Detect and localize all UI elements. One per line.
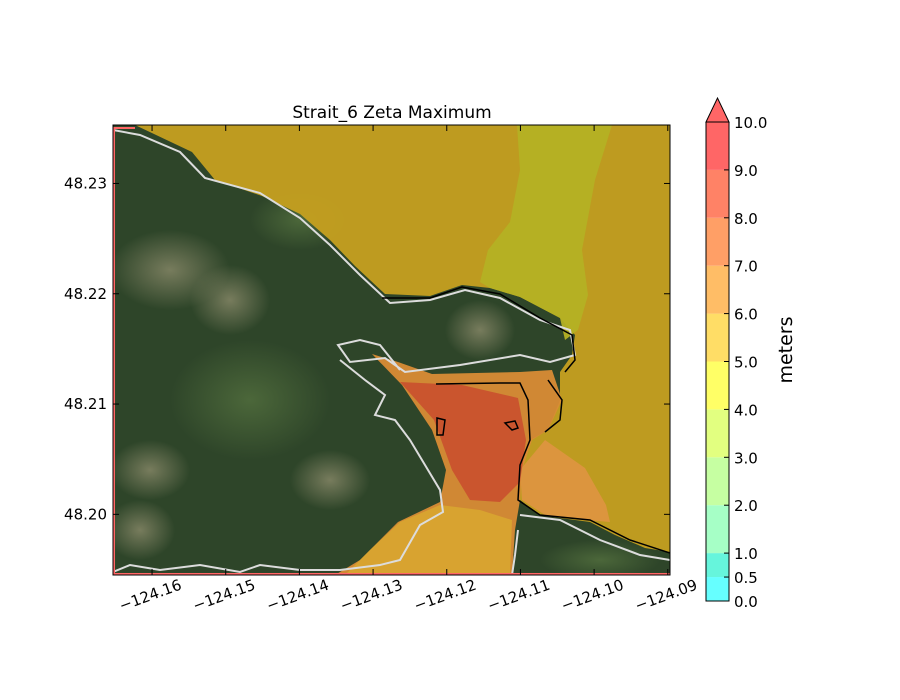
colorbar-tick-label: 3.0 (734, 449, 758, 467)
y-tick-label: 48.21 (64, 395, 107, 413)
colorbar-extend-arrow (705, 96, 730, 123)
map-border-red (113, 127, 135, 575)
x-tick-label: −124.09 (632, 576, 699, 615)
x-tick-label: −124.15 (190, 576, 257, 615)
colorbar-tick-label: 7.0 (734, 258, 758, 276)
colorbar-tick-label: 6.0 (734, 306, 758, 324)
colorbar-segment (706, 169, 729, 218)
x-tick-label: −124.16 (117, 576, 184, 615)
x-tick-label: −124.14 (264, 576, 331, 615)
colorbar-label: meters (775, 316, 797, 383)
channel-region (480, 125, 612, 340)
colorbar-tick-label: 5.0 (734, 354, 758, 372)
colorbar-segment (706, 457, 729, 506)
colorbar-segment (706, 122, 729, 170)
colorbar-tick-label: 10.0 (734, 114, 767, 132)
colorbar-segment (706, 505, 729, 554)
colorbar-tick-label: 4.0 (734, 401, 758, 419)
colorbar-segment (706, 313, 729, 362)
colorbar-tick-label: 0.0 (734, 593, 758, 611)
inundation-east-lobe (520, 440, 610, 522)
terrain-patches (113, 190, 660, 575)
y-tick-label: 48.22 (64, 285, 107, 303)
axes-frame (112, 124, 671, 576)
inundation-red (400, 382, 526, 502)
colorbar-segment (706, 409, 729, 458)
colorbar-segment (706, 265, 729, 314)
x-tick-label: −124.13 (338, 576, 405, 615)
colorbar-tick-label: 0.5 (734, 569, 758, 587)
colorbar-segment (706, 577, 729, 601)
colorbar-segment (706, 553, 729, 578)
colorbar-segment (706, 361, 729, 410)
x-tick-label: −124.12 (411, 576, 478, 615)
map-axes[interactable] (105, 125, 670, 580)
inundation-south-yellow (345, 505, 512, 575)
colorbar-tick-label: 8.0 (734, 210, 758, 228)
y-tick-label: 48.20 (64, 505, 107, 523)
coastline-white (113, 129, 670, 575)
y-tick-label: 48.23 (64, 174, 107, 192)
colorbar-tick-label: 9.0 (734, 162, 758, 180)
contour-black (382, 286, 670, 554)
colorbar-segment (706, 217, 729, 266)
x-tick-label: −124.10 (559, 576, 626, 615)
colorbar: 0.0 0.5 1.0 2.0 3.0 4.0 5.0 6.0 7.0 8.0 9.0 10.0 (705, 96, 767, 611)
x-tick-label: −124.11 (485, 576, 552, 615)
colorbar-tick-label: 1.0 (734, 545, 758, 563)
colorbar-tick-label: 2.0 (734, 497, 758, 515)
map-title: Strait_6 Zeta Maximum (292, 103, 491, 123)
